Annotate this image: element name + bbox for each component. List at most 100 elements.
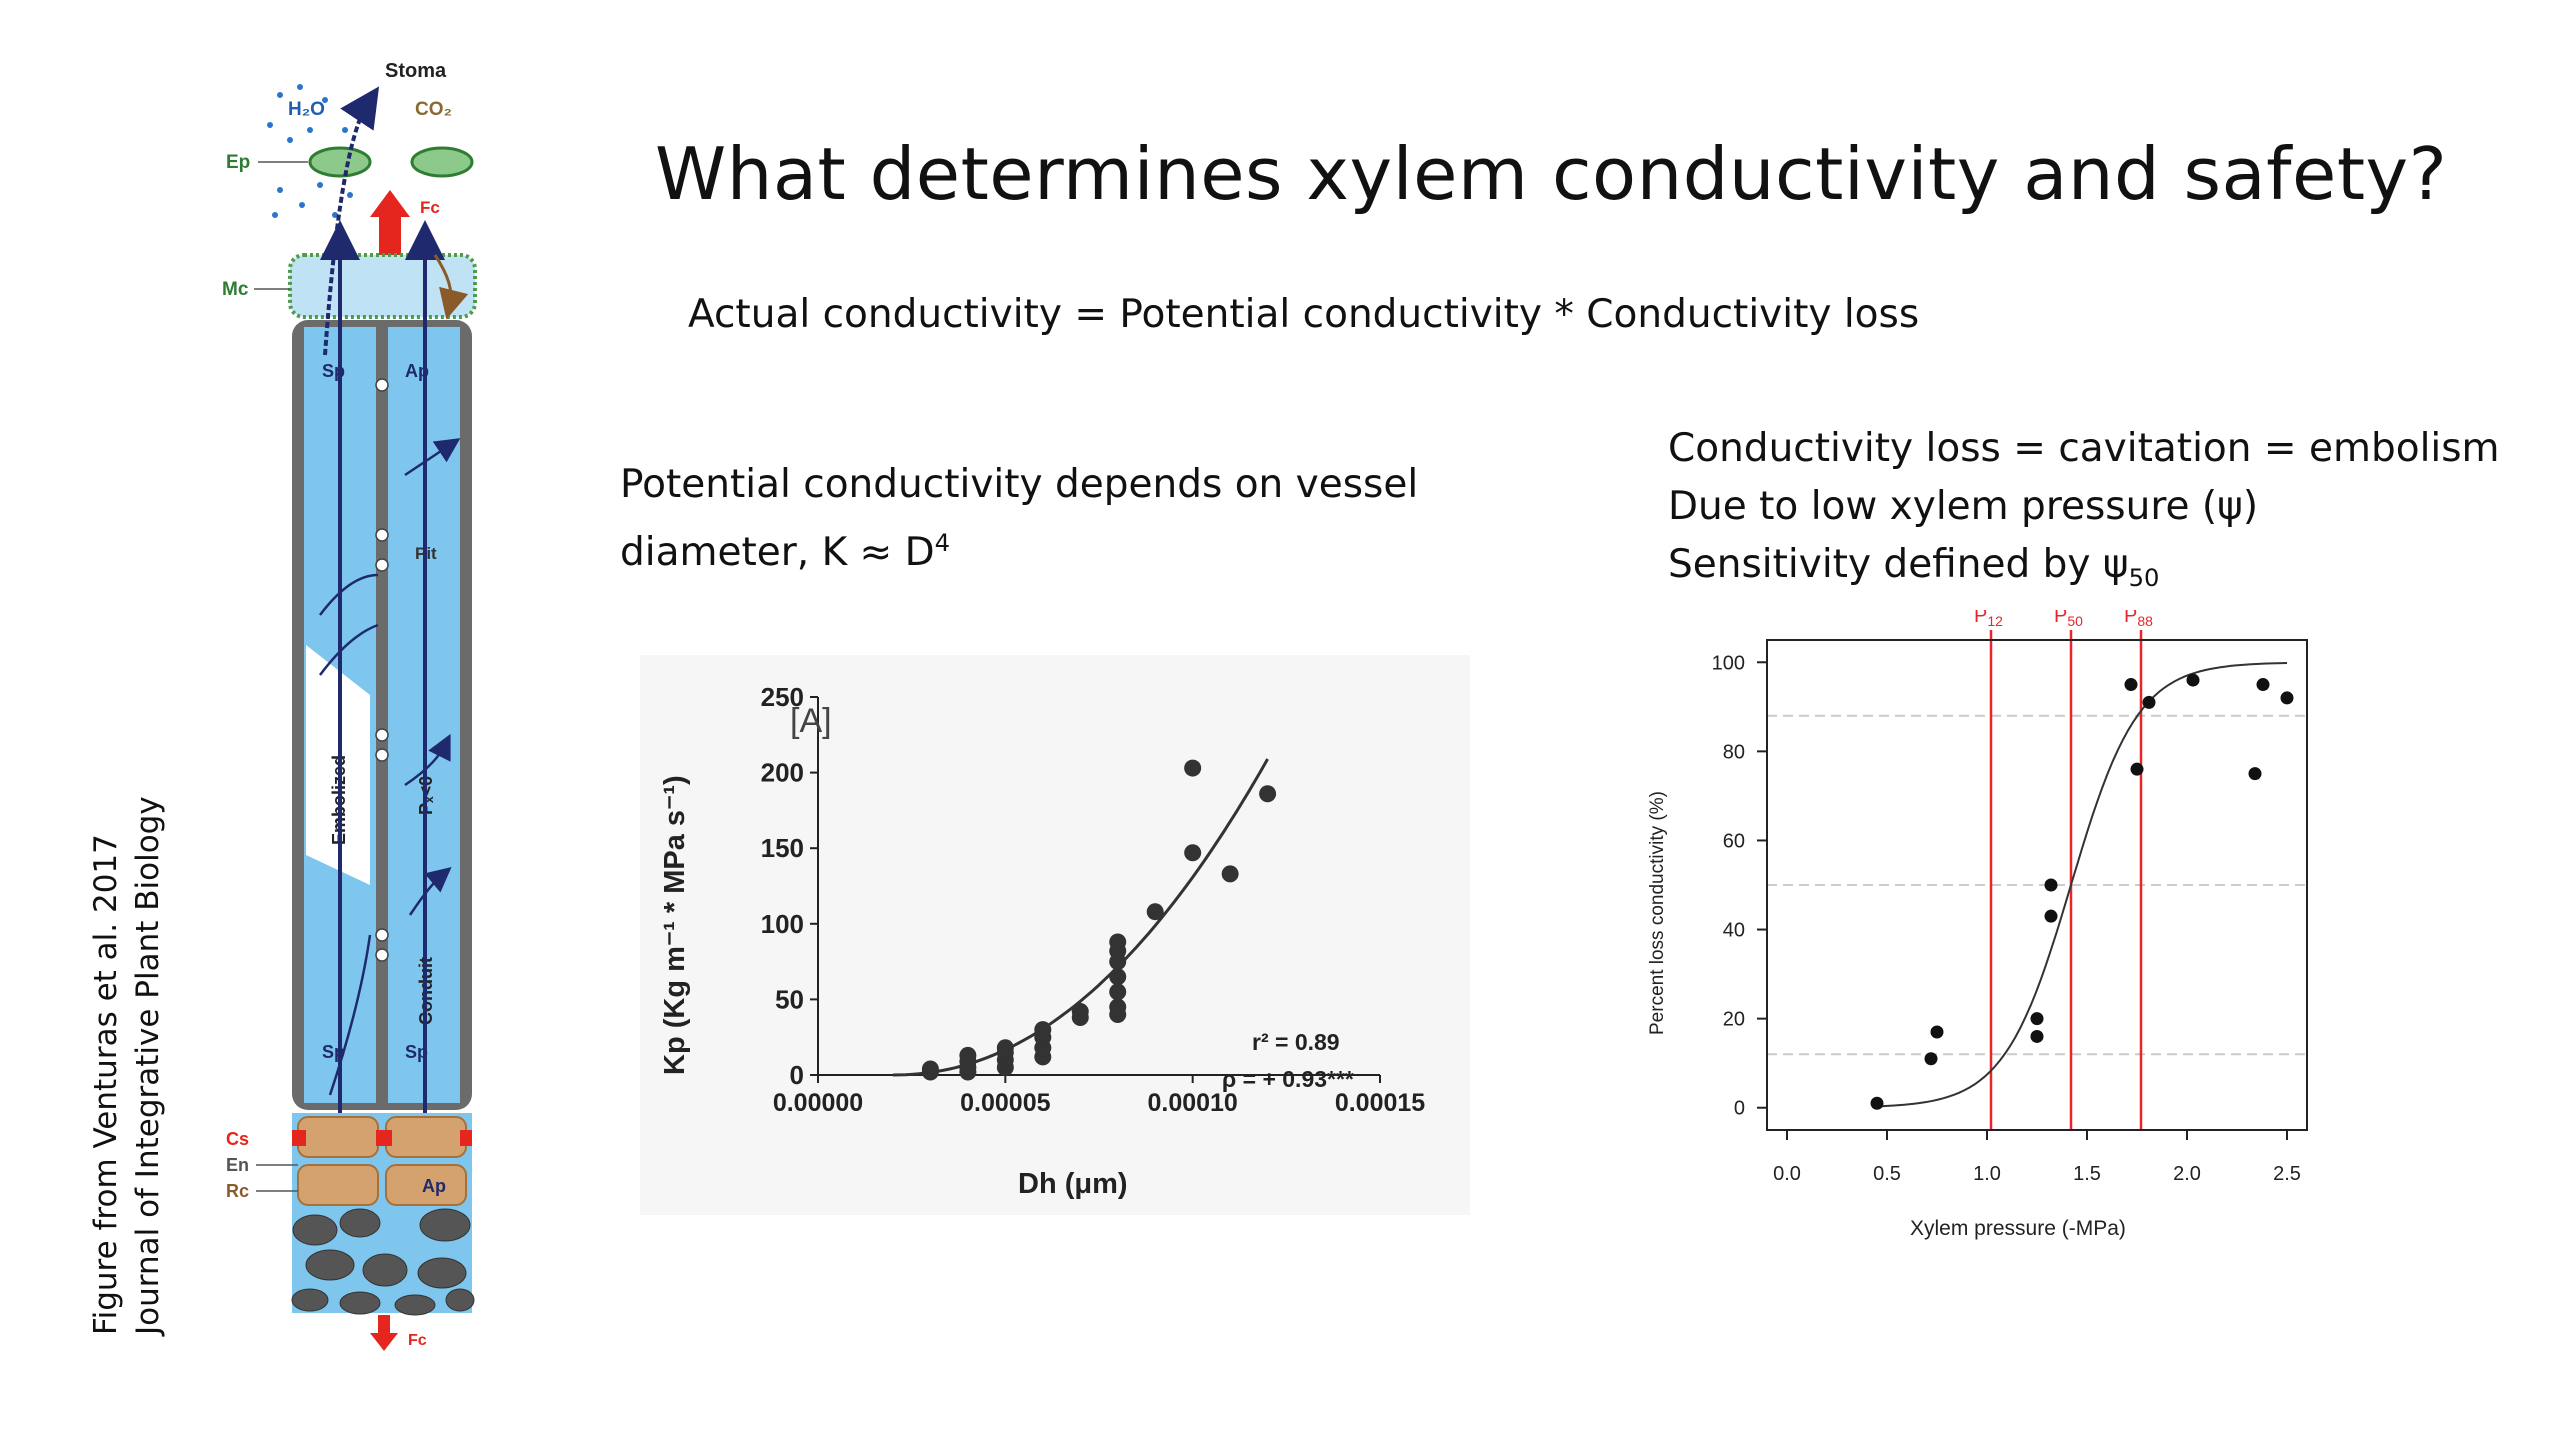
- chart-b-data-point: [2030, 1012, 2044, 1026]
- fc-top-label: Fc: [420, 198, 440, 217]
- chart-b-data-point: [2130, 762, 2144, 776]
- chart-a-data-point: [1184, 759, 1202, 777]
- chart-b-reference-subscript: 50: [2067, 613, 2083, 629]
- chart-b-data-point: [1930, 1025, 1944, 1039]
- chart-a-data-point: [1184, 844, 1202, 862]
- potential-line-2: diameter, K ≈ D4: [620, 514, 1418, 582]
- mesophyll: [288, 253, 477, 319]
- soil-particles: [291, 1208, 475, 1316]
- chart-a-data-point: [1146, 903, 1164, 921]
- chart-a-data-point: [1109, 998, 1127, 1016]
- loss-line-2: Due to low xylem pressure (ψ): [1668, 484, 2259, 529]
- chart-a-data-point: [1221, 865, 1239, 883]
- panel-label: [A]: [790, 702, 832, 740]
- ap-label-top: Ap: [405, 361, 429, 381]
- loss-line-3: Sensitivity defined by ψ50: [1668, 536, 2500, 607]
- chart-a-ylabel: Kp (Kg m⁻¹ * MPa s⁻¹): [659, 775, 691, 1075]
- chart-b-reference-label: P88: [2124, 610, 2153, 629]
- credit-line-1: Figure from Venturas et al. 2017: [88, 834, 124, 1335]
- chart-b-ylabel: Percent loss conductivity (%): [1647, 791, 1668, 1035]
- chart-b-fit: [1876, 662, 2288, 1108]
- chart-a-x-tick-label: 0.00010: [1147, 1089, 1237, 1117]
- chart-a-data-point: [959, 1046, 977, 1064]
- chart-a-y-tick-label: 50: [775, 984, 804, 1014]
- chart-b-frame: [1766, 639, 2308, 1131]
- chart-b-axes: 0 20 40 60 80 100 0.0 0.5 1.0 1.5 2.0 2.5: [1712, 639, 2308, 1185]
- chart-b-x-tick-label: 2.5: [2273, 1163, 2301, 1185]
- guard-cells: [308, 146, 474, 178]
- chart-b-data-point: [2124, 678, 2138, 692]
- ep-label: Ep: [226, 152, 250, 173]
- chart-a-y-tick-label: 0: [790, 1060, 804, 1090]
- chart-a-fit: [892, 758, 1269, 1077]
- chart-b-data-point: [1924, 1052, 1938, 1066]
- cs-label: Cs: [226, 1129, 249, 1149]
- kp-vs-dh-chart: 0 50 100 150 200 250 0.00000 0.00005 0.00010 0.00…: [640, 655, 1470, 1215]
- chart-a-data-point: [1109, 933, 1127, 951]
- chart-b-x-tick-label: 1.5: [2073, 1163, 2101, 1185]
- chart-a-fit-curve: [892, 758, 1269, 1077]
- fc-bottom-label: Fc: [408, 1332, 427, 1349]
- chart-b-data-point: [2044, 878, 2058, 892]
- chart-a-y-tick-label: 100: [761, 909, 804, 939]
- chart-b-xlabel: Xylem pressure (-MPa): [1910, 1217, 2126, 1240]
- chart-a-data-point: [921, 1060, 939, 1078]
- chart-b-reference-subscript: 88: [2137, 613, 2153, 629]
- chart-a-data-point: [1071, 1002, 1089, 1020]
- chart-a-points: [921, 759, 1277, 1081]
- chart-b-data-point: [2186, 673, 2200, 687]
- chart-b-reference-subscript: 12: [1987, 613, 2003, 629]
- sp-label-bottom-left: Sp: [322, 1042, 345, 1062]
- chart-b-fit-curve: [1876, 662, 2288, 1108]
- chart-b-reference-label: P12: [1974, 610, 2003, 629]
- chart-b-data-point: [2142, 695, 2156, 709]
- chart-b-data-point: [1870, 1096, 1884, 1110]
- sp-label-top: Sp: [322, 361, 345, 381]
- chart-a-y-tick-label: 200: [761, 758, 804, 788]
- chart-b-y-tick-label: 0: [1734, 1098, 1745, 1120]
- potential-conductivity-text: Potential conductivity depends on vessel…: [620, 456, 1418, 582]
- h2o-label: H₂O: [288, 99, 325, 120]
- mc-label: Mc: [222, 279, 249, 300]
- chart-b-points: [1870, 673, 2294, 1110]
- chart-b-data-point: [2280, 691, 2294, 705]
- potential-line-1: Potential conductivity depends on vessel: [620, 462, 1419, 507]
- conductivity-loss-text: Conductivity loss = cavitation = embolis…: [1668, 420, 2500, 607]
- chart-b-y-tick-label: 60: [1723, 830, 1745, 852]
- chart-a-data-point: [1109, 983, 1127, 1001]
- chart-b-x-tick-label: 2.0: [2173, 1163, 2201, 1185]
- chart-b-y-tick-label: 40: [1723, 920, 1745, 942]
- figure-credit: Figure from Venturas et al. 2017 Journal…: [85, 796, 169, 1335]
- pits: [375, 378, 389, 962]
- credit-line-2: Journal of Integrative Plant Biology: [130, 796, 166, 1335]
- vulnerability-curve-chart: P12 P50 P88 0 20 40 60 80 100 0.0 0.5 1.0 1.5 2.0 2.5…: [1647, 610, 2308, 1240]
- chart-a-data-point: [1259, 785, 1277, 803]
- chart-b-reference-label: P50: [2054, 610, 2083, 629]
- loss-line-3-text: Sensitivity defined by ψ: [1668, 542, 2129, 587]
- stoma-label: Stoma: [385, 60, 447, 82]
- chart-b-data-point: [2248, 767, 2262, 781]
- en-label: En: [226, 1155, 249, 1175]
- chart-b-x-tick-label: 1.0: [1973, 1163, 2001, 1185]
- chart-b-data-point: [2256, 678, 2270, 692]
- chart-a-axes: 0 50 100 150 200 250 0.00000 0.00005 0.00010 0.00…: [761, 682, 1426, 1117]
- chart-a-data-point: [1034, 1021, 1052, 1039]
- slide-title: What determines xylem conductivity and s…: [655, 132, 2448, 216]
- xylem-diagram: Stoma H₂O CO₂ Ep Fc Mc Embolized Pit Pₓ<…: [222, 60, 477, 1351]
- chart-b-data-point: [2044, 909, 2058, 923]
- ap-label-root: Ap: [422, 1176, 446, 1196]
- chart-b-x-tick-label: 0.5: [1873, 1163, 1901, 1185]
- chart-a-x-tick-label: 0.00015: [1335, 1089, 1425, 1117]
- chart-a-y-tick-label: 150: [761, 833, 804, 863]
- r-squared-annotation: r² = 0.89: [1252, 1029, 1340, 1055]
- chart-b-y-tick-label: 80: [1723, 741, 1745, 763]
- chart-b-y-tick-label: 100: [1712, 652, 1745, 674]
- chart-a-data-point: [996, 1039, 1014, 1057]
- conductivity-equation: Actual conductivity = Potential conducti…: [688, 292, 1920, 337]
- potential-line-2-text: diameter, K ≈ D: [620, 530, 935, 575]
- chart-b-grid: [1767, 714, 2307, 1056]
- loss-line-1: Conductivity loss = cavitation = embolis…: [1668, 426, 2500, 471]
- chart-b-reference-lines: P12 P50 P88: [1974, 610, 2153, 1130]
- chart-a-background: [640, 655, 1470, 1215]
- chart-b-x-tick-label: 0.0: [1773, 1163, 1801, 1185]
